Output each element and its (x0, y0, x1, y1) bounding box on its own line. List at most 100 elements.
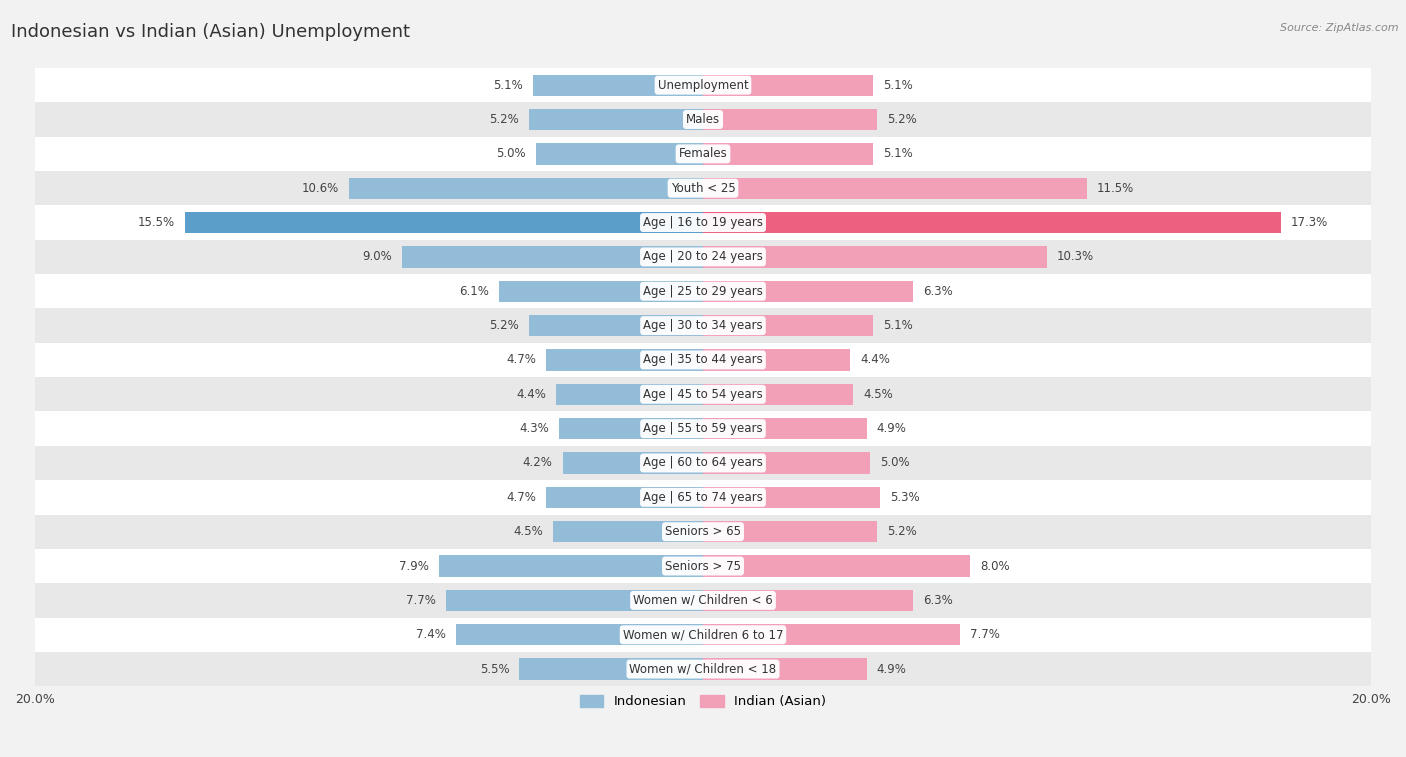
Bar (553, 521, 703, 542)
Text: 4.7%: 4.7% (506, 491, 536, 504)
Bar (703, 590, 914, 611)
Text: 5.1%: 5.1% (883, 148, 912, 160)
Text: 5.3%: 5.3% (890, 491, 920, 504)
Text: 8.0%: 8.0% (980, 559, 1010, 572)
Text: Women w/ Children < 18: Women w/ Children < 18 (630, 662, 776, 675)
Text: Women w/ Children 6 to 17: Women w/ Children 6 to 17 (623, 628, 783, 641)
Bar (562, 453, 703, 474)
Bar (35, 102, 1371, 137)
Text: 7.4%: 7.4% (416, 628, 446, 641)
Bar (35, 137, 1371, 171)
Text: 5.2%: 5.2% (887, 525, 917, 538)
Bar (703, 143, 873, 164)
Text: Seniors > 65: Seniors > 65 (665, 525, 741, 538)
Text: 4.4%: 4.4% (860, 354, 890, 366)
Bar (546, 487, 703, 508)
Bar (703, 384, 853, 405)
Text: Age | 20 to 24 years: Age | 20 to 24 years (643, 251, 763, 263)
Text: 15.5%: 15.5% (138, 216, 176, 229)
Text: 5.0%: 5.0% (496, 148, 526, 160)
Bar (35, 652, 1371, 687)
Text: Age | 16 to 19 years: Age | 16 to 19 years (643, 216, 763, 229)
Text: 11.5%: 11.5% (1097, 182, 1135, 195)
Text: Age | 35 to 44 years: Age | 35 to 44 years (643, 354, 763, 366)
Bar (703, 178, 1087, 199)
Text: Age | 60 to 64 years: Age | 60 to 64 years (643, 456, 763, 469)
Text: 5.2%: 5.2% (489, 113, 519, 126)
Bar (446, 590, 703, 611)
Text: 5.5%: 5.5% (479, 662, 509, 675)
Text: 5.1%: 5.1% (883, 319, 912, 332)
Text: 9.0%: 9.0% (363, 251, 392, 263)
Text: 4.9%: 4.9% (877, 662, 907, 675)
Text: 7.7%: 7.7% (406, 594, 436, 607)
Bar (703, 315, 873, 336)
Legend: Indonesian, Indian (Asian): Indonesian, Indian (Asian) (575, 690, 831, 714)
Text: 5.2%: 5.2% (887, 113, 917, 126)
Text: 4.2%: 4.2% (523, 456, 553, 469)
Bar (703, 624, 960, 646)
Text: 7.7%: 7.7% (970, 628, 1000, 641)
Text: Age | 30 to 34 years: Age | 30 to 34 years (643, 319, 763, 332)
Text: 5.1%: 5.1% (494, 79, 523, 92)
Text: Women w/ Children < 6: Women w/ Children < 6 (633, 594, 773, 607)
Text: Youth < 25: Youth < 25 (671, 182, 735, 195)
Bar (703, 246, 1047, 267)
Text: Seniors > 75: Seniors > 75 (665, 559, 741, 572)
Bar (703, 74, 873, 96)
Bar (703, 487, 880, 508)
Text: Unemployment: Unemployment (658, 79, 748, 92)
Bar (703, 659, 866, 680)
Bar (546, 349, 703, 371)
Bar (35, 171, 1371, 205)
Bar (186, 212, 703, 233)
Bar (402, 246, 703, 267)
Bar (349, 178, 703, 199)
Bar (703, 521, 877, 542)
Text: Females: Females (679, 148, 727, 160)
Bar (35, 583, 1371, 618)
Text: 6.3%: 6.3% (924, 285, 953, 298)
Bar (560, 418, 703, 439)
Bar (35, 618, 1371, 652)
Text: 10.3%: 10.3% (1057, 251, 1094, 263)
Text: 7.9%: 7.9% (399, 559, 429, 572)
Text: 10.6%: 10.6% (302, 182, 339, 195)
Bar (499, 281, 703, 302)
Text: 5.1%: 5.1% (883, 79, 912, 92)
Text: 5.0%: 5.0% (880, 456, 910, 469)
Bar (529, 315, 703, 336)
Bar (35, 446, 1371, 480)
Bar (703, 418, 866, 439)
Text: Indonesian vs Indian (Asian) Unemployment: Indonesian vs Indian (Asian) Unemploymen… (11, 23, 411, 41)
Bar (529, 109, 703, 130)
Bar (35, 205, 1371, 240)
Bar (703, 453, 870, 474)
Text: 6.1%: 6.1% (460, 285, 489, 298)
Bar (35, 274, 1371, 308)
Text: 4.4%: 4.4% (516, 388, 546, 400)
Bar (555, 384, 703, 405)
Text: 4.9%: 4.9% (877, 422, 907, 435)
Bar (703, 349, 851, 371)
Bar (35, 343, 1371, 377)
Text: Age | 65 to 74 years: Age | 65 to 74 years (643, 491, 763, 504)
Text: 5.2%: 5.2% (489, 319, 519, 332)
Text: 17.3%: 17.3% (1291, 216, 1329, 229)
Bar (456, 624, 703, 646)
Bar (703, 281, 914, 302)
Bar (35, 515, 1371, 549)
Bar (533, 74, 703, 96)
Text: 4.5%: 4.5% (513, 525, 543, 538)
Bar (703, 212, 1281, 233)
Bar (35, 480, 1371, 515)
Bar (439, 556, 703, 577)
Text: Age | 45 to 54 years: Age | 45 to 54 years (643, 388, 763, 400)
Bar (35, 377, 1371, 412)
Bar (35, 68, 1371, 102)
Text: Source: ZipAtlas.com: Source: ZipAtlas.com (1281, 23, 1399, 33)
Bar (519, 659, 703, 680)
Bar (35, 412, 1371, 446)
Bar (536, 143, 703, 164)
Text: Males: Males (686, 113, 720, 126)
